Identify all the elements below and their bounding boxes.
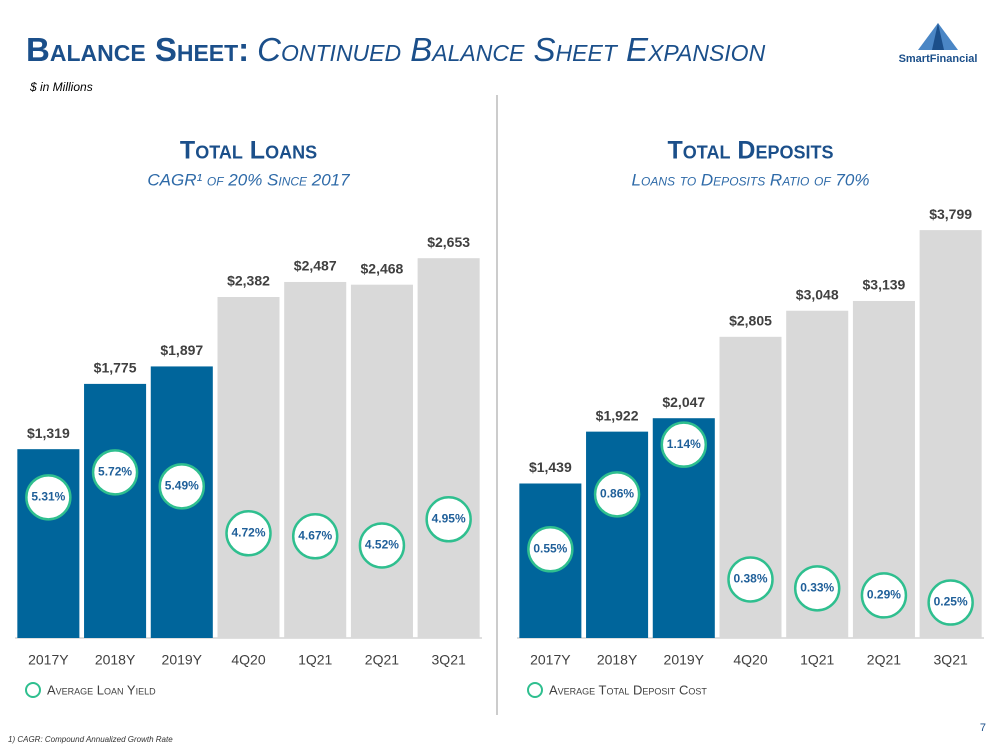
yield-label: 4.95% — [432, 511, 466, 525]
yield-marker — [927, 579, 974, 626]
x-tick-label: 2019Y — [162, 652, 203, 668]
yield-label: 4.67% — [298, 528, 332, 542]
x-tick-label: 1Q21 — [298, 652, 332, 668]
x-tick-label: 2017Y — [530, 652, 571, 668]
bar-value-label: $3,799 — [929, 206, 972, 222]
bar-value-label: $1,319 — [27, 425, 70, 441]
units-note: $ in Millions — [29, 80, 93, 94]
title-lead: Balance Sheet: — [26, 31, 249, 68]
chart-title: Total Deposits — [668, 137, 834, 165]
bar-value-label: $2,805 — [729, 313, 772, 329]
bar-value-label: $2,653 — [427, 234, 470, 250]
chart-title: Total Loans — [180, 137, 317, 165]
x-tick-label: 1Q21 — [800, 652, 834, 668]
yield-label: 0.55% — [533, 541, 567, 555]
bar-value-label: $3,139 — [863, 277, 906, 293]
x-tick-label: 3Q21 — [432, 652, 466, 668]
bar-value-label: $2,382 — [227, 273, 270, 289]
bar-value-label: $3,048 — [796, 286, 839, 302]
yield-marker — [25, 474, 72, 521]
bar-value-label: $2,487 — [294, 258, 337, 274]
yield-marker — [727, 556, 774, 603]
bar-value-label: $1,922 — [596, 407, 639, 423]
yield-marker — [527, 526, 574, 573]
yield-label: 5.72% — [98, 465, 132, 479]
logo-icon-shade — [932, 23, 944, 50]
yield-marker — [225, 510, 272, 557]
slide-title: Balance Sheet: Continued Balance Sheet Ex… — [26, 31, 766, 68]
x-tick-label: 4Q20 — [733, 652, 767, 668]
title-rest: Continued Balance Sheet Expansion — [257, 31, 765, 68]
footnote: 1) CAGR: Compound Annualized Growth Rate — [8, 735, 173, 744]
yield-label: 4.72% — [231, 525, 265, 539]
yield-marker — [158, 463, 206, 510]
chart-subtitle: CAGR¹ of 20% Since 2017 — [147, 170, 350, 189]
legend-label: Average Loan Yield — [47, 682, 156, 697]
yield-marker — [793, 565, 841, 612]
bar-value-label: $2,468 — [361, 260, 404, 276]
bar — [350, 284, 413, 638]
bar — [586, 431, 649, 638]
yield-marker — [660, 421, 708, 468]
yield-marker — [91, 449, 139, 496]
bar-value-label: $1,897 — [160, 342, 203, 358]
chart-subtitle: Loans to Deposits Ratio of 70% — [632, 170, 870, 189]
yield-label: 0.86% — [600, 486, 634, 500]
legend-label: Average Total Deposit Cost — [549, 682, 707, 697]
yield-label: 1.14% — [667, 437, 701, 451]
x-tick-label: 2Q21 — [867, 652, 901, 668]
yield-marker — [593, 471, 641, 518]
yield-label: 0.25% — [934, 595, 968, 609]
logo: SmartFinancial — [899, 23, 978, 65]
x-tick-label: 3Q21 — [934, 652, 968, 668]
yield-marker — [291, 513, 339, 560]
bar-value-label: $1,439 — [529, 459, 572, 475]
x-tick-label: 2018Y — [597, 652, 638, 668]
bar-value-label: $1,775 — [94, 360, 137, 376]
x-tick-label: 2019Y — [664, 652, 705, 668]
bar — [919, 230, 982, 638]
yield-label: 0.33% — [800, 581, 834, 595]
yield-label: 0.38% — [733, 572, 767, 586]
bar — [217, 296, 280, 638]
yield-label: 0.29% — [867, 588, 901, 602]
bar — [84, 383, 147, 638]
x-tick-label: 2Q21 — [365, 652, 399, 668]
x-tick-label: 2018Y — [95, 652, 136, 668]
x-tick-label: 2017Y — [28, 652, 69, 668]
yield-marker — [358, 522, 406, 569]
page-number: 7 — [980, 722, 986, 734]
bar — [417, 258, 480, 638]
logo-text: SmartFinancial — [899, 53, 978, 65]
legend-marker — [25, 682, 41, 698]
yield-marker — [860, 572, 908, 619]
bar-value-label: $2,047 — [662, 394, 705, 410]
yield-label: 5.49% — [165, 479, 199, 493]
legend-marker — [527, 682, 543, 698]
yield-label: 5.31% — [31, 490, 65, 504]
yield-marker — [425, 496, 472, 543]
yield-label: 4.52% — [365, 538, 399, 552]
bar — [284, 281, 347, 638]
x-tick-label: 4Q20 — [231, 652, 265, 668]
